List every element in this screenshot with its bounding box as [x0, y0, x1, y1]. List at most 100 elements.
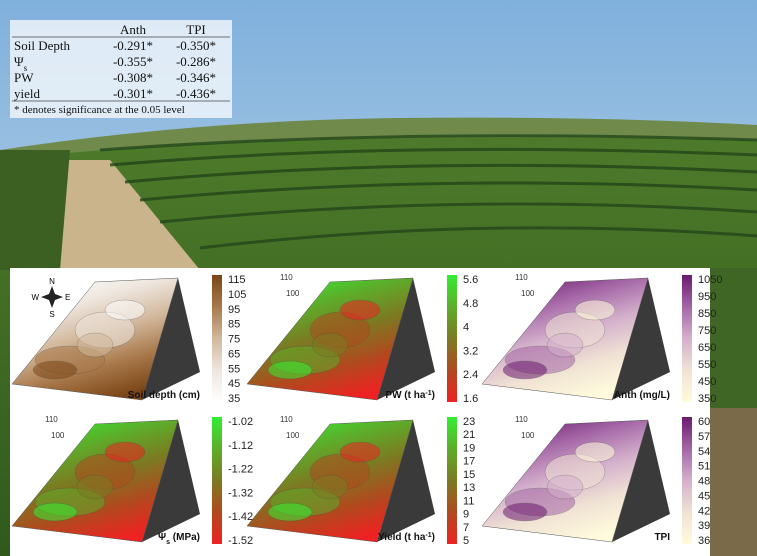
- compass-w: W: [31, 293, 39, 302]
- axis-label: 110: [515, 415, 528, 424]
- colorbar-tick-label: 550: [698, 359, 716, 371]
- label-part: PW: [14, 70, 34, 85]
- colorbar-tick-label: 11: [463, 495, 474, 507]
- cell: -0.436*: [176, 86, 216, 101]
- colorbar-tick-label: 650: [698, 342, 716, 354]
- cell: -0.301*: [113, 86, 153, 101]
- colorbar-tick-label: 57: [698, 431, 710, 443]
- compass-e: E: [65, 293, 70, 302]
- label-part: Ψ: [158, 532, 166, 543]
- cell: -0.308*: [113, 70, 153, 85]
- column-header: TPI: [186, 22, 206, 37]
- colorbar-tick-label: 75: [228, 334, 240, 346]
- colorbar-tick-label: 36: [698, 535, 710, 547]
- colorbar-tick-label: 65: [228, 348, 240, 360]
- axis-label: 110: [280, 273, 293, 282]
- contour-region: [340, 442, 380, 462]
- colorbar-tick-label: -1.42: [228, 511, 253, 523]
- cell: -0.286*: [176, 54, 216, 69]
- colorbar-tick-label: 450: [698, 376, 716, 388]
- contour-region: [268, 361, 312, 379]
- compass-n: N: [49, 277, 55, 286]
- colorbar-tick-label: 19: [463, 442, 475, 454]
- colorbar-tick-label: 95: [228, 304, 240, 316]
- colorbar-tick-label: 950: [698, 291, 716, 303]
- label-part: ): [432, 390, 435, 401]
- contour-region: [575, 300, 615, 320]
- colorbar-tick-label: 3.2: [463, 345, 478, 357]
- colorbar-tick-label: 5.6: [463, 274, 478, 286]
- axis-label: 110: [45, 415, 58, 424]
- label-part: yield: [14, 86, 40, 101]
- colorbar-tick-label: 17: [463, 456, 475, 468]
- label-part: ): [432, 532, 435, 543]
- label-part: Soil Depth: [14, 38, 70, 53]
- contour-region: [33, 361, 77, 379]
- contour-region: [575, 442, 615, 462]
- table-note: * denotes significance at the 0.05 level: [14, 104, 185, 116]
- label-part: Anth (mg/L): [614, 390, 670, 401]
- panel-label: Soil depth (cm): [128, 390, 200, 401]
- cell: -0.346*: [176, 70, 216, 85]
- cell: -0.350*: [176, 38, 216, 53]
- row-label: Soil Depth: [14, 38, 70, 53]
- contour-region: [340, 300, 380, 320]
- contour-region: [312, 333, 348, 357]
- contour-region: [77, 333, 113, 357]
- label-part: TPI: [654, 532, 670, 543]
- colorbar-tick-label: -1.02: [228, 416, 253, 428]
- contour-region: [268, 503, 312, 521]
- label-part: PW (t ha: [385, 390, 425, 401]
- label-part: Yield (t ha: [378, 532, 426, 543]
- colorbar-tick-label: 2.4: [463, 369, 478, 381]
- colorbar-tick-label: 9: [463, 509, 469, 521]
- colorbar: [447, 275, 457, 402]
- compass-s: S: [49, 310, 54, 319]
- axis-label: 110: [515, 273, 528, 282]
- colorbar-tick-label: 13: [463, 482, 475, 494]
- colorbar-tick-label: 45: [698, 490, 710, 502]
- colorbar: [212, 417, 222, 544]
- colorbar-tick-label: 39: [698, 520, 710, 532]
- colorbar-tick-label: 1.6: [463, 393, 478, 405]
- contour-region: [547, 475, 583, 499]
- contour-region: [105, 442, 145, 462]
- colorbar-tick-label: -1.32: [228, 487, 253, 499]
- colorbar-tick-label: 7: [463, 522, 469, 534]
- colorbar-tick-label: -1.22: [228, 464, 253, 476]
- cell: -0.291*: [113, 38, 153, 53]
- contour-region: [77, 475, 113, 499]
- axis-label: 100: [286, 289, 300, 298]
- colorbar: [682, 275, 692, 402]
- panel-label: TPI: [654, 532, 670, 543]
- colorbar-tick-label: 115: [228, 274, 246, 286]
- axis-label: 100: [521, 289, 535, 298]
- colorbar-tick-label: 105: [228, 289, 246, 301]
- axis-label: 100: [286, 431, 300, 440]
- colorbar-tick-label: -1.52: [228, 535, 253, 547]
- colorbar-tick-label: 4: [463, 322, 469, 334]
- colorbar-tick-label: 1050: [698, 274, 722, 286]
- colorbar-tick-label: 51: [698, 461, 710, 473]
- colorbar-tick-label: 5: [463, 535, 469, 547]
- colorbar-tick-label: 350: [698, 393, 716, 405]
- colorbar-tick-label: 4.8: [463, 298, 478, 310]
- colorbar-tick-label: 60: [698, 416, 710, 428]
- colorbar-tick-label: 850: [698, 308, 716, 320]
- row-label: yield: [14, 86, 40, 101]
- colorbar-tick-label: 35: [228, 393, 240, 405]
- label-part: Soil depth (cm): [128, 390, 200, 401]
- axis-label: 110: [280, 415, 293, 424]
- colorbar-tick-label: -1.12: [228, 440, 253, 452]
- label-part: Ψ: [14, 54, 24, 69]
- contour-region: [503, 361, 547, 379]
- contour-region: [105, 300, 145, 320]
- colorbar-tick-label: 42: [698, 505, 710, 517]
- colorbar-tick-label: 23: [463, 416, 475, 428]
- cell: -0.355*: [113, 54, 153, 69]
- colorbar: [447, 417, 457, 544]
- panel-label: Anth (mg/L): [614, 390, 670, 401]
- axis-label: 100: [51, 431, 65, 440]
- colorbar-tick-label: 750: [698, 325, 716, 337]
- contour-region: [33, 503, 77, 521]
